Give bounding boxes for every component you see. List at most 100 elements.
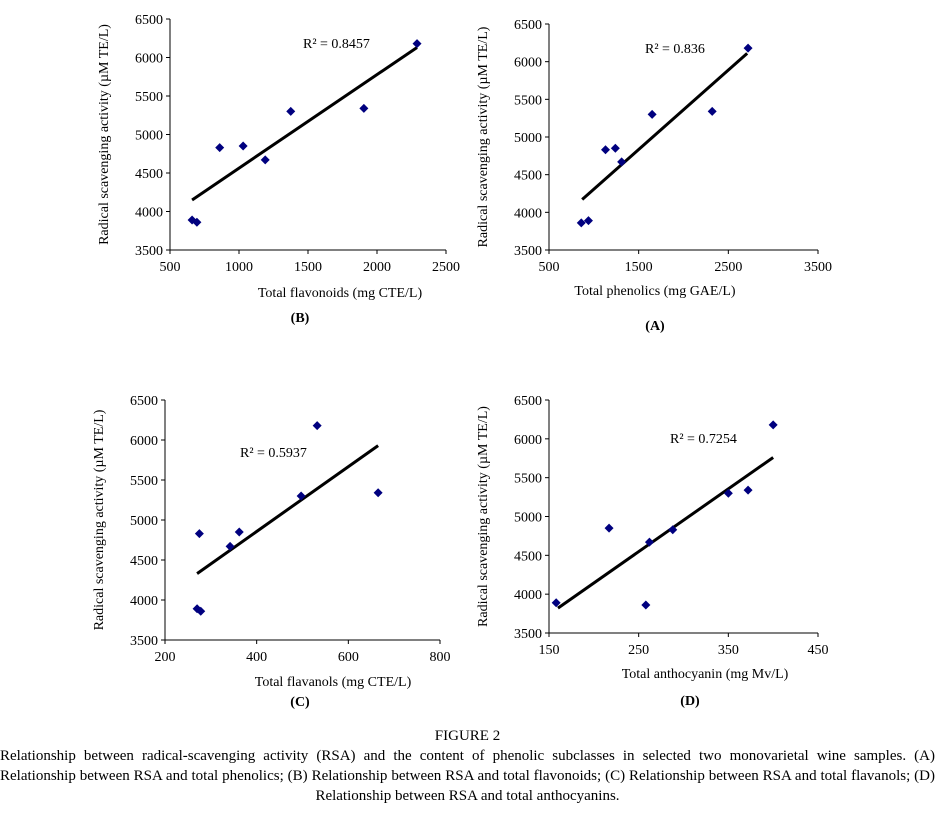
data-point <box>743 485 753 495</box>
data-point <box>743 43 753 53</box>
trendline <box>581 52 749 201</box>
y-axis-label: Radical scavenging activity (µM TE/L) <box>92 409 107 630</box>
y-tick-label: 4000 <box>130 594 158 609</box>
x-tick-label: 500 <box>160 260 181 275</box>
data-point <box>373 488 383 498</box>
x-tick-label: 800 <box>430 650 451 665</box>
figure-caption: FIGURE 2 Relationship between radical-sc… <box>0 726 935 806</box>
x-tick-label: 2500 <box>714 260 742 275</box>
x-tick-label: 450 <box>808 643 829 658</box>
y-tick-label: 4500 <box>514 549 542 564</box>
data-point <box>225 541 235 551</box>
y-tick-label: 5500 <box>130 474 158 489</box>
x-tick-label: 1000 <box>225 260 253 275</box>
x-tick-label: 600 <box>338 650 359 665</box>
panel-label: (D) <box>680 694 700 709</box>
y-tick-label: 5000 <box>130 514 158 529</box>
y-tick-label: 6500 <box>130 394 158 409</box>
scatter-panel-a: 3500 4000 4500 5000 5500 6000 6500 500 1500 2500 3… <box>476 18 832 334</box>
x-tick-label: 3500 <box>804 260 832 275</box>
scatter-panel-b: 3500 4000 4500 5000 5500 6000 6500 500 1000 1500 2… <box>97 13 460 326</box>
y-tick-label: 6500 <box>135 13 163 28</box>
x-tick-label: 500 <box>539 260 560 275</box>
r-squared-label: R² = 0.7254 <box>670 432 737 447</box>
data-point <box>312 421 322 431</box>
data-point <box>668 525 678 535</box>
data-point <box>617 157 627 167</box>
y-tick-label: 6500 <box>514 394 542 409</box>
r-squared-label: R² = 0.8457 <box>303 37 370 52</box>
data-point <box>768 420 778 430</box>
x-axis-label: Total anthocyanin (mg Mv/L) <box>622 667 789 682</box>
y-tick-label: 5500 <box>514 472 542 487</box>
x-tick-label: 2000 <box>363 260 391 275</box>
x-tick-label: 200 <box>155 650 176 665</box>
y-tick-label: 4000 <box>514 588 542 603</box>
y-tick-label: 6500 <box>514 18 542 33</box>
x-tick-label: 2500 <box>432 260 460 275</box>
y-tick-label: 5500 <box>135 90 163 105</box>
x-tick-label: 150 <box>539 643 560 658</box>
x-tick-label: 350 <box>718 643 739 658</box>
panel-label: (A) <box>645 319 665 334</box>
x-tick-label: 1500 <box>294 260 322 275</box>
y-axis-label: Radical scavenging activity (µM TE/L) <box>476 26 491 247</box>
data-point <box>723 488 733 498</box>
x-tick-label: 1500 <box>625 260 653 275</box>
data-point <box>707 106 717 116</box>
y-tick-label: 5000 <box>514 131 542 146</box>
trendline <box>196 444 379 575</box>
x-tick-label: 250 <box>628 643 649 658</box>
y-axis-label: Radical scavenging activity (µM TE/L) <box>476 406 491 627</box>
data-point <box>192 217 202 227</box>
data-point <box>194 529 204 539</box>
trendline <box>557 456 775 610</box>
data-point <box>600 145 610 155</box>
y-tick-label: 6000 <box>514 433 542 448</box>
data-point <box>215 143 225 153</box>
y-tick-label: 4500 <box>514 169 542 184</box>
data-point <box>296 491 306 501</box>
y-tick-label: 5000 <box>135 129 163 144</box>
x-tick-label: 400 <box>246 650 267 665</box>
y-tick-label: 4000 <box>135 206 163 221</box>
data-point <box>583 216 593 226</box>
data-point <box>604 523 614 533</box>
x-axis-label: Total flavanols (mg CTE/L) <box>255 675 412 690</box>
data-point <box>238 141 248 151</box>
y-tick-label: 4500 <box>130 554 158 569</box>
x-axis-label: Total phenolics (mg GAE/L) <box>574 284 735 299</box>
y-tick-label: 3500 <box>514 627 542 642</box>
data-point <box>359 103 369 113</box>
data-point <box>551 598 561 608</box>
y-tick-label: 6000 <box>514 56 542 71</box>
figure-title: FIGURE 2 <box>434 728 501 744</box>
y-tick-label: 4000 <box>514 206 542 221</box>
data-point <box>576 218 586 228</box>
y-tick-label: 4500 <box>135 167 163 182</box>
data-point <box>234 527 244 537</box>
panel-label: (C) <box>290 695 310 710</box>
y-tick-label: 3500 <box>135 244 163 259</box>
data-point <box>196 606 206 616</box>
y-tick-label: 5000 <box>514 511 542 526</box>
data-point <box>641 600 651 610</box>
data-point <box>412 39 422 49</box>
data-point <box>286 106 296 116</box>
y-tick-label: 3500 <box>514 244 542 259</box>
panel-label: (B) <box>291 311 310 326</box>
data-point <box>260 155 270 165</box>
data-point <box>647 109 657 119</box>
scatter-panel-c: 3500 4000 4500 5000 5500 6000 6500 200 400 600 800… <box>92 394 451 710</box>
data-point <box>644 537 654 547</box>
y-tick-label: 5500 <box>514 93 542 108</box>
y-axis-label: Radical scavenging activity (µM TE/L) <box>97 24 112 245</box>
x-axis-label: Total flavonoids (mg CTE/L) <box>258 286 423 301</box>
y-tick-label: 6000 <box>130 434 158 449</box>
y-tick-label: 3500 <box>130 634 158 649</box>
figure-caption-text: Relationship between radical-scavenging … <box>0 748 935 804</box>
y-tick-label: 6000 <box>135 52 163 67</box>
r-squared-label: R² = 0.5937 <box>240 446 307 461</box>
trendline <box>191 46 418 202</box>
